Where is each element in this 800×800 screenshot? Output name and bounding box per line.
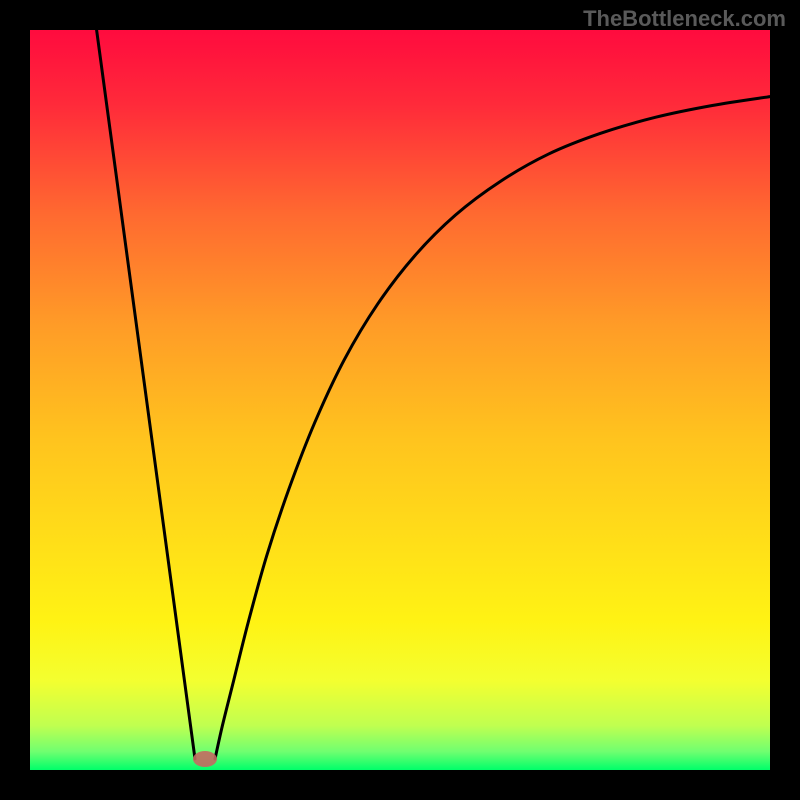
minimum-marker — [193, 751, 217, 767]
plot-frame — [30, 30, 770, 770]
curve-layer — [30, 30, 770, 770]
curve-right-branch — [215, 97, 770, 759]
watermark-text: TheBottleneck.com — [583, 6, 786, 32]
curve-left-branch — [97, 30, 195, 759]
chart-container: TheBottleneck.com — [0, 0, 800, 800]
